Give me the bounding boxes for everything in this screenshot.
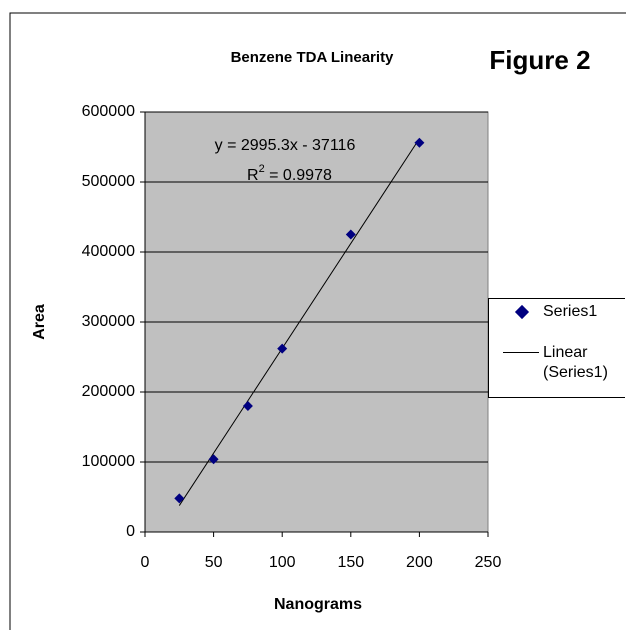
x-tick-label: 50 [205,554,223,571]
y-tick-label: 600000 [82,103,135,120]
legend-label: Linear (Series1) [543,344,608,381]
r2-rest: = 0.9978 [265,167,332,184]
r2-base: R [247,167,259,184]
r2-sup: 2 [259,163,265,175]
x-tick-label: 100 [269,554,296,571]
chart-title: Benzene TDA Linearity [231,49,394,66]
r-squared: R2 = 0.9978 [247,163,332,184]
legend-marker [514,304,530,320]
legend-line [503,352,539,353]
data-point [208,454,219,465]
y-tick-label: 100000 [82,453,135,470]
data-point [277,343,288,354]
y-tick-label: 0 [126,523,135,540]
trend-equation: y = 2995.3x - 37116 [215,137,356,154]
y-tick-label: 400000 [82,243,135,260]
y-tick-label: 300000 [82,313,135,330]
x-tick-label: 0 [141,554,150,571]
x-axis-label: Nanograms [274,596,362,613]
legend: Series1 Linear (Series1) [488,298,625,398]
x-tick-label: 200 [406,554,433,571]
trendline [178,138,420,506]
x-tick-label: 150 [337,554,364,571]
data-point [242,401,253,411]
data-point [414,137,425,148]
y-tick-label: 200000 [82,383,135,400]
data-point [174,493,185,504]
legend-label: Series1 [543,303,598,320]
chart-border [9,12,626,630]
y-tick-label: 500000 [82,173,135,190]
y-axis-label: Area [31,304,48,340]
x-tick-label: 250 [475,554,502,571]
data-point [345,229,356,240]
figure-label: Figure 2 [489,45,590,75]
